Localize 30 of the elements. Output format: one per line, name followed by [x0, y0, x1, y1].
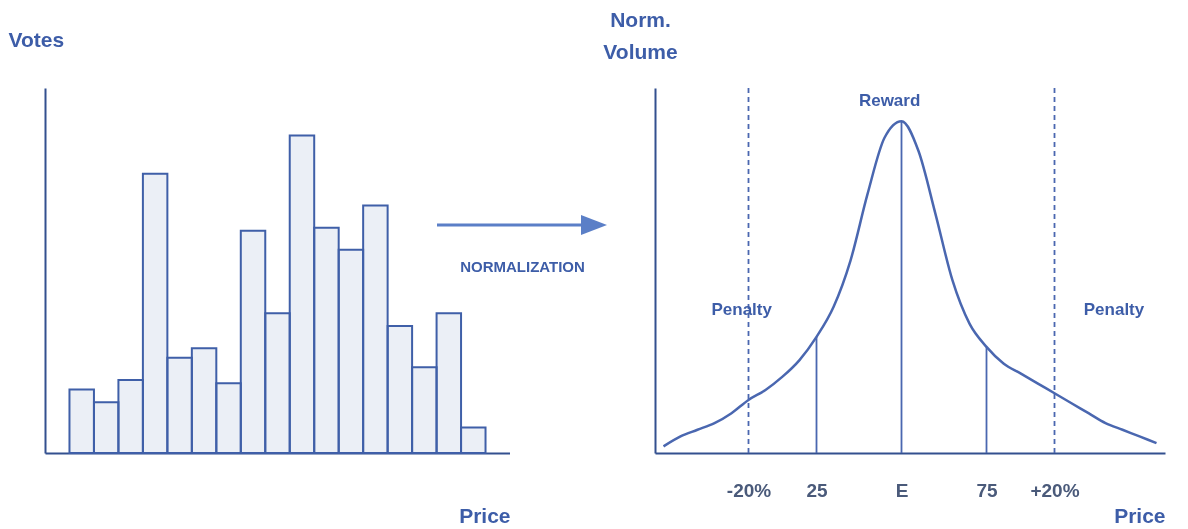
y-axis-title: Votes [8, 27, 65, 51]
bar [288, 134, 316, 454]
bar [460, 426, 487, 454]
bar [166, 356, 193, 454]
x-tick-label: E [895, 479, 909, 501]
x-tick-label: -20% [726, 479, 772, 501]
bar [68, 388, 95, 454]
x-tick-label: +20% [1030, 479, 1080, 501]
bar [411, 366, 438, 454]
bar [239, 229, 267, 454]
bar [337, 248, 365, 454]
bar [386, 325, 414, 454]
x-axis-title: Price [459, 503, 511, 527]
text: Reward [858, 91, 921, 111]
x-axis-title: Price [1114, 503, 1166, 527]
annotation: Penalty [711, 300, 773, 320]
bar [362, 204, 389, 454]
bar [92, 401, 120, 454]
bar [264, 312, 291, 454]
bar [190, 347, 218, 454]
y-axis-title: Norm. Volume [603, 7, 678, 63]
annotation: NORMALIZATION [459, 258, 586, 275]
bar [313, 226, 340, 454]
x-tick-label: 75 [976, 479, 998, 501]
annotation: Penalty [1083, 300, 1145, 320]
bar [117, 379, 144, 454]
bar [215, 382, 242, 454]
x-tick-label: 25 [806, 479, 828, 501]
bar [141, 172, 169, 454]
bar [435, 312, 463, 454]
